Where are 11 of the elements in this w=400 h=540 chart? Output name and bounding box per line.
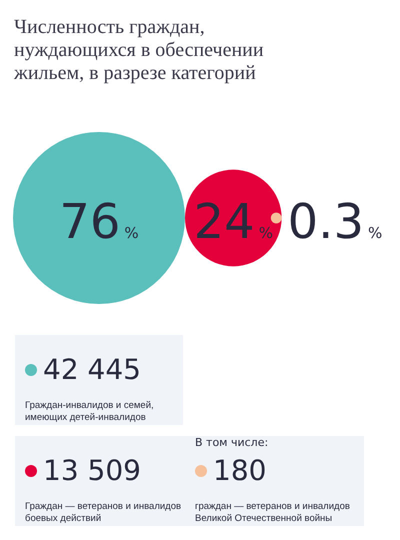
text: В том числе: bbox=[195, 436, 270, 450]
category-label: Граждан — ветеранов и инвалидов боевых действий bbox=[25, 501, 182, 525]
category-label: Граждан-инвалидов и семей, имеющих детей-инвалидов bbox=[25, 400, 155, 424]
data-label: 24% bbox=[194, 194, 273, 250]
text: 180 bbox=[213, 454, 266, 487]
data-label: 76% bbox=[59, 194, 139, 250]
data-label: 0.3% bbox=[288, 194, 382, 250]
text: 42 445 bbox=[43, 353, 141, 386]
category-label: граждан — ветеранов и инвалидов Великой Отечественной войны bbox=[195, 501, 351, 525]
text: Численность граждан, нуждающихся в обеспечении жильем, в разрезе категорий bbox=[13, 15, 265, 85]
text: 13 509 bbox=[43, 454, 141, 487]
